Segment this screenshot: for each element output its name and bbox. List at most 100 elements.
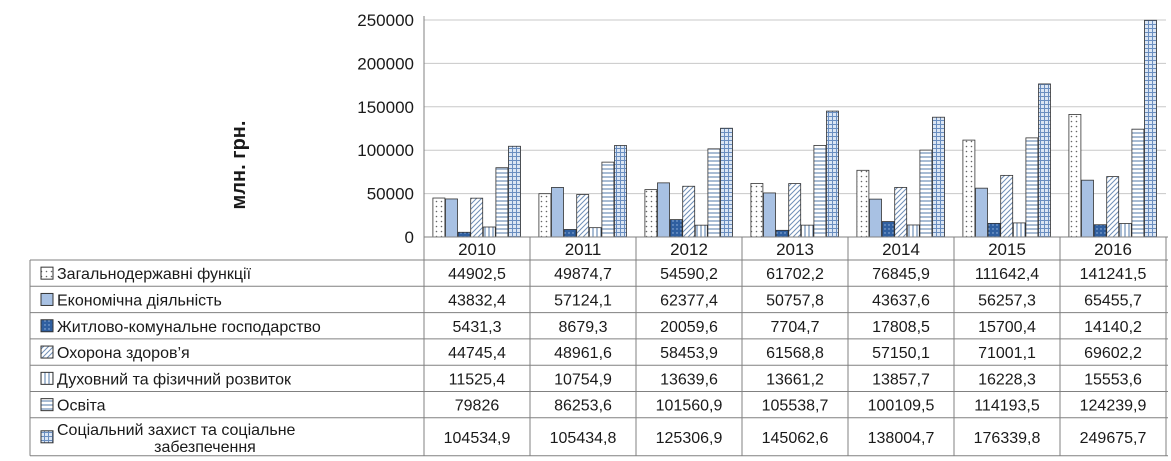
bar-2014-s5 xyxy=(906,224,920,238)
data-label: 13857,7 xyxy=(872,371,930,388)
legend-swatch-s6 xyxy=(40,398,54,412)
data-label: 71001,1 xyxy=(978,345,1036,362)
y-tick-label: 200000 xyxy=(357,54,414,73)
bar-2016-s3 xyxy=(1093,224,1107,238)
data-label: 48961,6 xyxy=(554,345,612,362)
bar-2011-s1 xyxy=(538,193,552,238)
data-label: 101560,9 xyxy=(656,398,723,415)
data-label: 61568,8 xyxy=(766,345,824,362)
data-label: 79826 xyxy=(455,398,500,415)
data-label: 100109,5 xyxy=(868,398,935,415)
y-tick-label: 150000 xyxy=(357,98,414,117)
data-label: 11525,4 xyxy=(449,371,506,388)
bar-2010-s6 xyxy=(495,167,509,238)
bar-2015-s5 xyxy=(1012,222,1026,238)
bar-2011-s3 xyxy=(563,229,577,238)
bar-2010-s7 xyxy=(508,145,521,238)
legend-label: Економічна діяльність xyxy=(57,292,222,309)
bar-2014-s4 xyxy=(894,186,908,238)
legend-label: Охорона здоров’я xyxy=(57,345,190,362)
y-tick-label: 100000 xyxy=(357,141,414,160)
bar-2010-s4 xyxy=(470,197,484,238)
bar-2014-s2 xyxy=(869,198,882,238)
bar-2012-s7 xyxy=(720,127,733,238)
data-label: 5431,3 xyxy=(453,319,502,336)
data-label: 111642,4 xyxy=(975,266,1039,283)
legend-swatch-s7 xyxy=(40,430,54,444)
data-label: 138004,7 xyxy=(868,430,935,447)
legend-label: Житлово-комунальне господарство xyxy=(57,319,321,336)
legend-swatch-s5 xyxy=(40,371,54,385)
data-label: 16228,3 xyxy=(978,371,1036,388)
legend-swatch-s4 xyxy=(40,345,54,359)
data-label: 141241,5 xyxy=(1080,266,1147,283)
bar-2013-s5 xyxy=(800,224,814,238)
x-tick-label: 2011 xyxy=(565,240,602,259)
bar-2010-s5 xyxy=(482,226,496,238)
x-tick-label: 2016 xyxy=(1094,240,1132,259)
data-label: 58453,9 xyxy=(660,345,718,362)
bar-2011-s4 xyxy=(576,194,590,238)
data-label: 14140,2 xyxy=(1084,319,1142,336)
data-label: 57150,1 xyxy=(872,345,930,362)
data-label: 62377,4 xyxy=(660,292,718,309)
bar-2013-s3 xyxy=(775,229,789,238)
bar-2015-s7 xyxy=(1038,83,1051,238)
data-label: 65455,7 xyxy=(1084,292,1142,309)
data-label: 44902,5 xyxy=(448,266,506,283)
bar-2013-s1 xyxy=(750,183,764,238)
data-label: 69602,2 xyxy=(1084,345,1142,362)
data-label: 49874,7 xyxy=(554,266,612,283)
data-label: 114193,5 xyxy=(974,398,1040,415)
bar-2016-s6 xyxy=(1131,128,1145,238)
x-tick-label: 2010 xyxy=(458,240,496,259)
data-label: 50757,8 xyxy=(766,292,824,309)
legend-swatch-s1 xyxy=(40,266,54,280)
data-label: 104534,9 xyxy=(444,430,511,447)
data-label: 125306,9 xyxy=(656,430,723,447)
x-tick-label: 2013 xyxy=(776,240,814,259)
bar-2010-s2 xyxy=(445,198,458,238)
legend-label: Загальнодержавні функції xyxy=(57,266,252,283)
bar-2012-s1 xyxy=(644,189,658,238)
data-label: 61702,2 xyxy=(766,266,824,283)
data-label: 56257,3 xyxy=(978,292,1036,309)
data-label: 43832,4 xyxy=(448,292,506,309)
data-label: 76845,9 xyxy=(872,266,930,283)
bar-2013-s7 xyxy=(826,110,839,238)
bar-2014-s3 xyxy=(881,221,895,238)
x-tick-label: 2015 xyxy=(988,240,1026,259)
bar-2011-s7 xyxy=(614,145,627,238)
bar-2012-s3 xyxy=(669,219,683,238)
data-label: 124239,9 xyxy=(1080,398,1147,415)
data-label: 10754,9 xyxy=(554,371,612,388)
bar-2012-s6 xyxy=(707,148,721,238)
bar-2015-s2 xyxy=(975,187,988,238)
bar-2013-s2 xyxy=(763,192,776,238)
data-label: 145062,6 xyxy=(762,430,829,447)
bar-2011-s2 xyxy=(551,187,564,238)
x-tick-label: 2012 xyxy=(670,240,708,259)
bar-2016-s7 xyxy=(1144,19,1157,238)
bar-2013-s6 xyxy=(813,144,827,238)
data-label: 57124,1 xyxy=(554,292,612,309)
y-tick-label: 50000 xyxy=(367,185,414,204)
legend-swatch-s3 xyxy=(40,319,54,333)
data-label: 54590,2 xyxy=(660,266,718,283)
data-label: 15553,6 xyxy=(1084,371,1142,388)
data-label: 105434,8 xyxy=(550,430,617,447)
legend-label: Соціальний захист та соціальне xyxy=(57,422,296,439)
bar-2011-s6 xyxy=(601,161,615,238)
y-tick-label: 0 xyxy=(405,228,414,247)
data-label: 86253,6 xyxy=(554,398,612,415)
data-label: 13661,2 xyxy=(766,371,824,388)
data-label: 249675,7 xyxy=(1080,430,1147,447)
bar-2014-s1 xyxy=(856,169,870,238)
bar-2015-s6 xyxy=(1025,137,1039,238)
y-axis-label: млн. грн. xyxy=(228,121,250,210)
bar-2012-s5 xyxy=(694,224,708,238)
bar-2010-s3 xyxy=(457,231,471,238)
bar-2015-s4 xyxy=(1000,174,1014,238)
y-tick-label: 250000 xyxy=(357,11,414,30)
